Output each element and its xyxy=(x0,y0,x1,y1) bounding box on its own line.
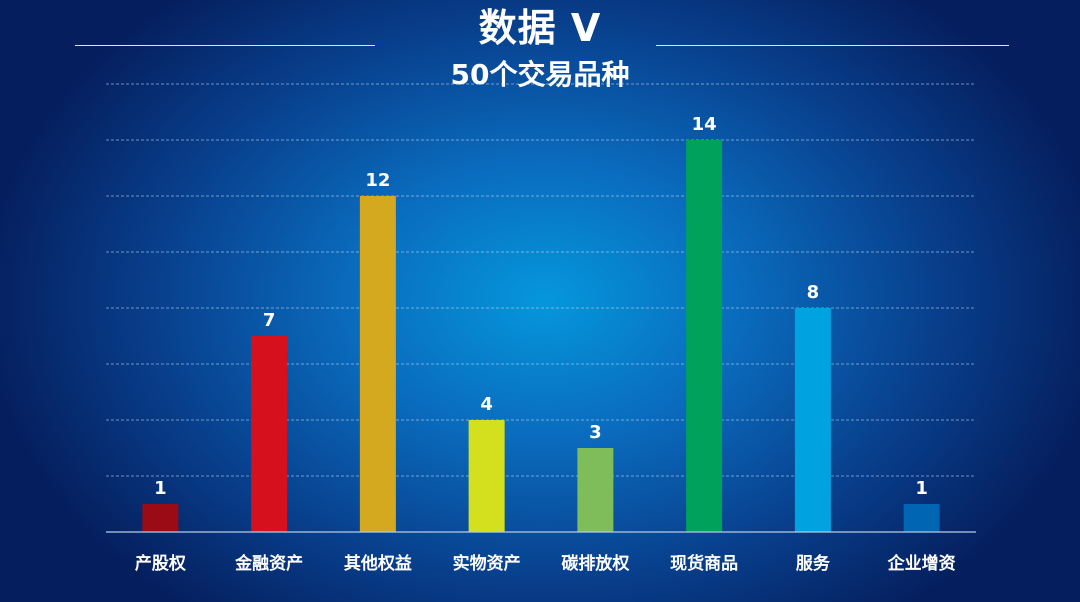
bar xyxy=(794,308,831,532)
bar xyxy=(359,196,396,532)
title-rule-right xyxy=(656,45,1009,46)
category-label: 产股权 xyxy=(135,553,187,574)
chart-header: 数据 Ⅴ 50个交易品种 xyxy=(0,0,1080,100)
category-label: 其他权益 xyxy=(344,553,412,574)
bar xyxy=(686,140,723,532)
chart-title: 数据 Ⅴ xyxy=(478,6,602,50)
category-label: 企业增资 xyxy=(887,553,956,574)
data-label: 7 xyxy=(263,310,276,331)
bar xyxy=(142,504,179,532)
data-label: 3 xyxy=(589,422,602,443)
category-label: 实物资产 xyxy=(453,553,521,574)
data-label: 1 xyxy=(154,478,167,499)
data-label: 12 xyxy=(365,170,390,191)
category-label: 金融资产 xyxy=(234,553,303,574)
bar xyxy=(468,420,505,532)
bar xyxy=(577,448,614,532)
category-label: 现货商品 xyxy=(670,553,738,574)
title-rule-left xyxy=(75,45,375,46)
bar xyxy=(903,504,940,532)
category-label: 服务 xyxy=(796,553,831,574)
category-label: 碳排放权 xyxy=(561,553,630,574)
data-label: 8 xyxy=(807,282,820,303)
data-label: 1 xyxy=(915,478,928,499)
chart-subtitle: 50个交易品种 xyxy=(450,58,630,91)
bar xyxy=(251,336,288,532)
data-label: 14 xyxy=(692,114,717,135)
data-label: 4 xyxy=(480,394,493,415)
